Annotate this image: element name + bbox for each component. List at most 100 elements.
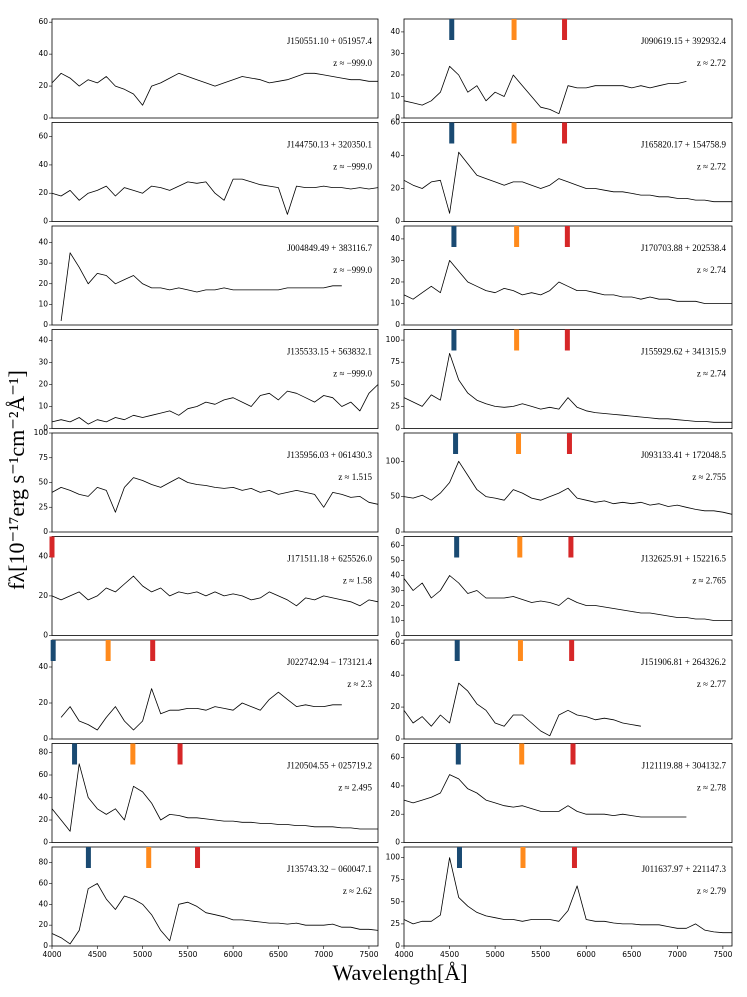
- y-tick-label: 80: [38, 858, 48, 867]
- y-tick-label: 75: [38, 453, 48, 462]
- y-tick-label: 20: [38, 380, 48, 389]
- y-axis-label: fλ[10⁻¹⁷erg s⁻¹cm⁻²Å⁻¹]: [4, 370, 29, 590]
- y-tick-label: 0: [43, 734, 48, 743]
- line-marker: [454, 536, 460, 558]
- y-tick-label: 0: [43, 217, 48, 226]
- x-tick-label: 5000: [486, 950, 505, 959]
- y-tick-label: 0: [395, 217, 400, 226]
- line-marker: [85, 847, 91, 868]
- y-tick-label: 0: [43, 631, 48, 640]
- spectrum: [403, 151, 732, 214]
- y-tick-label: 40: [38, 662, 48, 671]
- y-tick-label: 40: [38, 160, 48, 169]
- x-tick-label: 6000: [577, 950, 596, 959]
- spectrum: [403, 460, 733, 515]
- spectrum: [51, 384, 379, 425]
- y-tick-label: 75: [390, 875, 400, 884]
- y-tick-label: 25: [38, 502, 48, 511]
- y-tick-label: 0: [43, 113, 48, 122]
- y-tick-label: 0: [395, 424, 400, 433]
- spectrum: [403, 857, 732, 934]
- redshift-label: z ≈ 2.72: [697, 58, 726, 68]
- panel-frame: [403, 846, 733, 947]
- line-marker: [72, 743, 78, 765]
- object-name: J151906.81 + 264326.2: [641, 657, 726, 667]
- panel-frame: [51, 122, 379, 222]
- spectrum: [51, 477, 379, 513]
- x-tick-label: 6500: [622, 950, 641, 959]
- y-tick-label: 40: [390, 27, 400, 36]
- spectrum: [51, 178, 379, 215]
- y-tick-label: 20: [38, 920, 48, 929]
- line-marker: [520, 847, 526, 868]
- line-marker: [511, 122, 517, 144]
- object-name: J155929.62 + 341315.9: [641, 347, 727, 357]
- line-marker: [453, 433, 459, 454]
- panel-frame: [51, 743, 379, 843]
- y-tick-label: 60: [38, 132, 48, 141]
- object-name: J150551.10 + 051957.4: [287, 36, 373, 46]
- redshift-label: z ≈ −999.0: [333, 265, 372, 275]
- y-tick-label: 40: [38, 899, 48, 908]
- y-tick-label: 0: [395, 113, 400, 122]
- panel-frame: [51, 536, 379, 636]
- panel-frame: [51, 18, 379, 119]
- line-marker: [105, 640, 111, 661]
- panel-frame: [403, 18, 733, 119]
- line-marker: [49, 536, 55, 558]
- object-name: J120504.55 + 025719.2: [287, 761, 372, 771]
- spectrum: [51, 72, 378, 106]
- line-marker: [514, 226, 520, 247]
- spectrum: [51, 763, 378, 832]
- line-marker: [568, 536, 574, 558]
- y-tick-label: 0: [395, 527, 400, 536]
- y-tick-label: 30: [390, 255, 400, 264]
- line-marker: [566, 433, 572, 454]
- y-tick-label: 40: [390, 781, 400, 790]
- y-tick-label: 10: [38, 299, 48, 308]
- y-tick-label: 20: [390, 184, 400, 193]
- line-marker: [130, 743, 136, 765]
- panel-frame: [51, 846, 379, 947]
- object-name: J121119.88 + 304132.7: [642, 761, 727, 771]
- y-tick-label: 0: [43, 527, 48, 536]
- line-marker: [519, 743, 525, 765]
- x-tick-label: 5000: [133, 950, 152, 959]
- redshift-label: z ≈ 2.74: [697, 369, 727, 379]
- y-tick-label: 50: [38, 478, 48, 487]
- y-tick-label: 60: [390, 753, 400, 762]
- y-tick-label: 100: [386, 853, 401, 862]
- line-marker: [146, 847, 152, 868]
- object-name: J165820.17 + 154758.9: [641, 140, 727, 150]
- y-tick-label: 60: [38, 878, 48, 887]
- y-tick-label: 0: [43, 424, 48, 433]
- line-marker: [569, 640, 575, 661]
- x-tick-label: 4500: [88, 950, 107, 959]
- line-marker: [571, 847, 577, 868]
- y-tick-label: 40: [390, 234, 400, 243]
- y-tick-label: 10: [390, 91, 400, 100]
- line-marker: [564, 329, 570, 351]
- object-name: J132625.91 + 152216.5: [641, 554, 727, 564]
- x-tick-label: 7500: [713, 950, 732, 959]
- y-tick-label: 10: [38, 402, 48, 411]
- y-tick-label: 0: [43, 941, 48, 950]
- spectrum: [403, 682, 641, 737]
- object-name: J135743.32 − 060047.1: [287, 864, 372, 874]
- line-marker: [456, 847, 462, 868]
- y-tick-label: 40: [38, 551, 48, 560]
- y-tick-label: 60: [390, 118, 400, 127]
- y-tick-label: 0: [395, 838, 400, 847]
- panel-frame: [51, 639, 379, 740]
- x-tick-label: 7500: [359, 950, 378, 959]
- line-marker: [195, 847, 201, 868]
- line-marker: [564, 226, 570, 247]
- line-marker: [177, 743, 183, 765]
- object-name: J093133.41 + 172048.5: [641, 450, 727, 460]
- redshift-label: z ≈ 2.3: [347, 679, 372, 689]
- y-tick-label: 25: [390, 919, 400, 928]
- y-tick-label: 80: [38, 748, 48, 757]
- panel-frame: [51, 329, 379, 429]
- redshift-label: z ≈ 2.62: [343, 886, 372, 896]
